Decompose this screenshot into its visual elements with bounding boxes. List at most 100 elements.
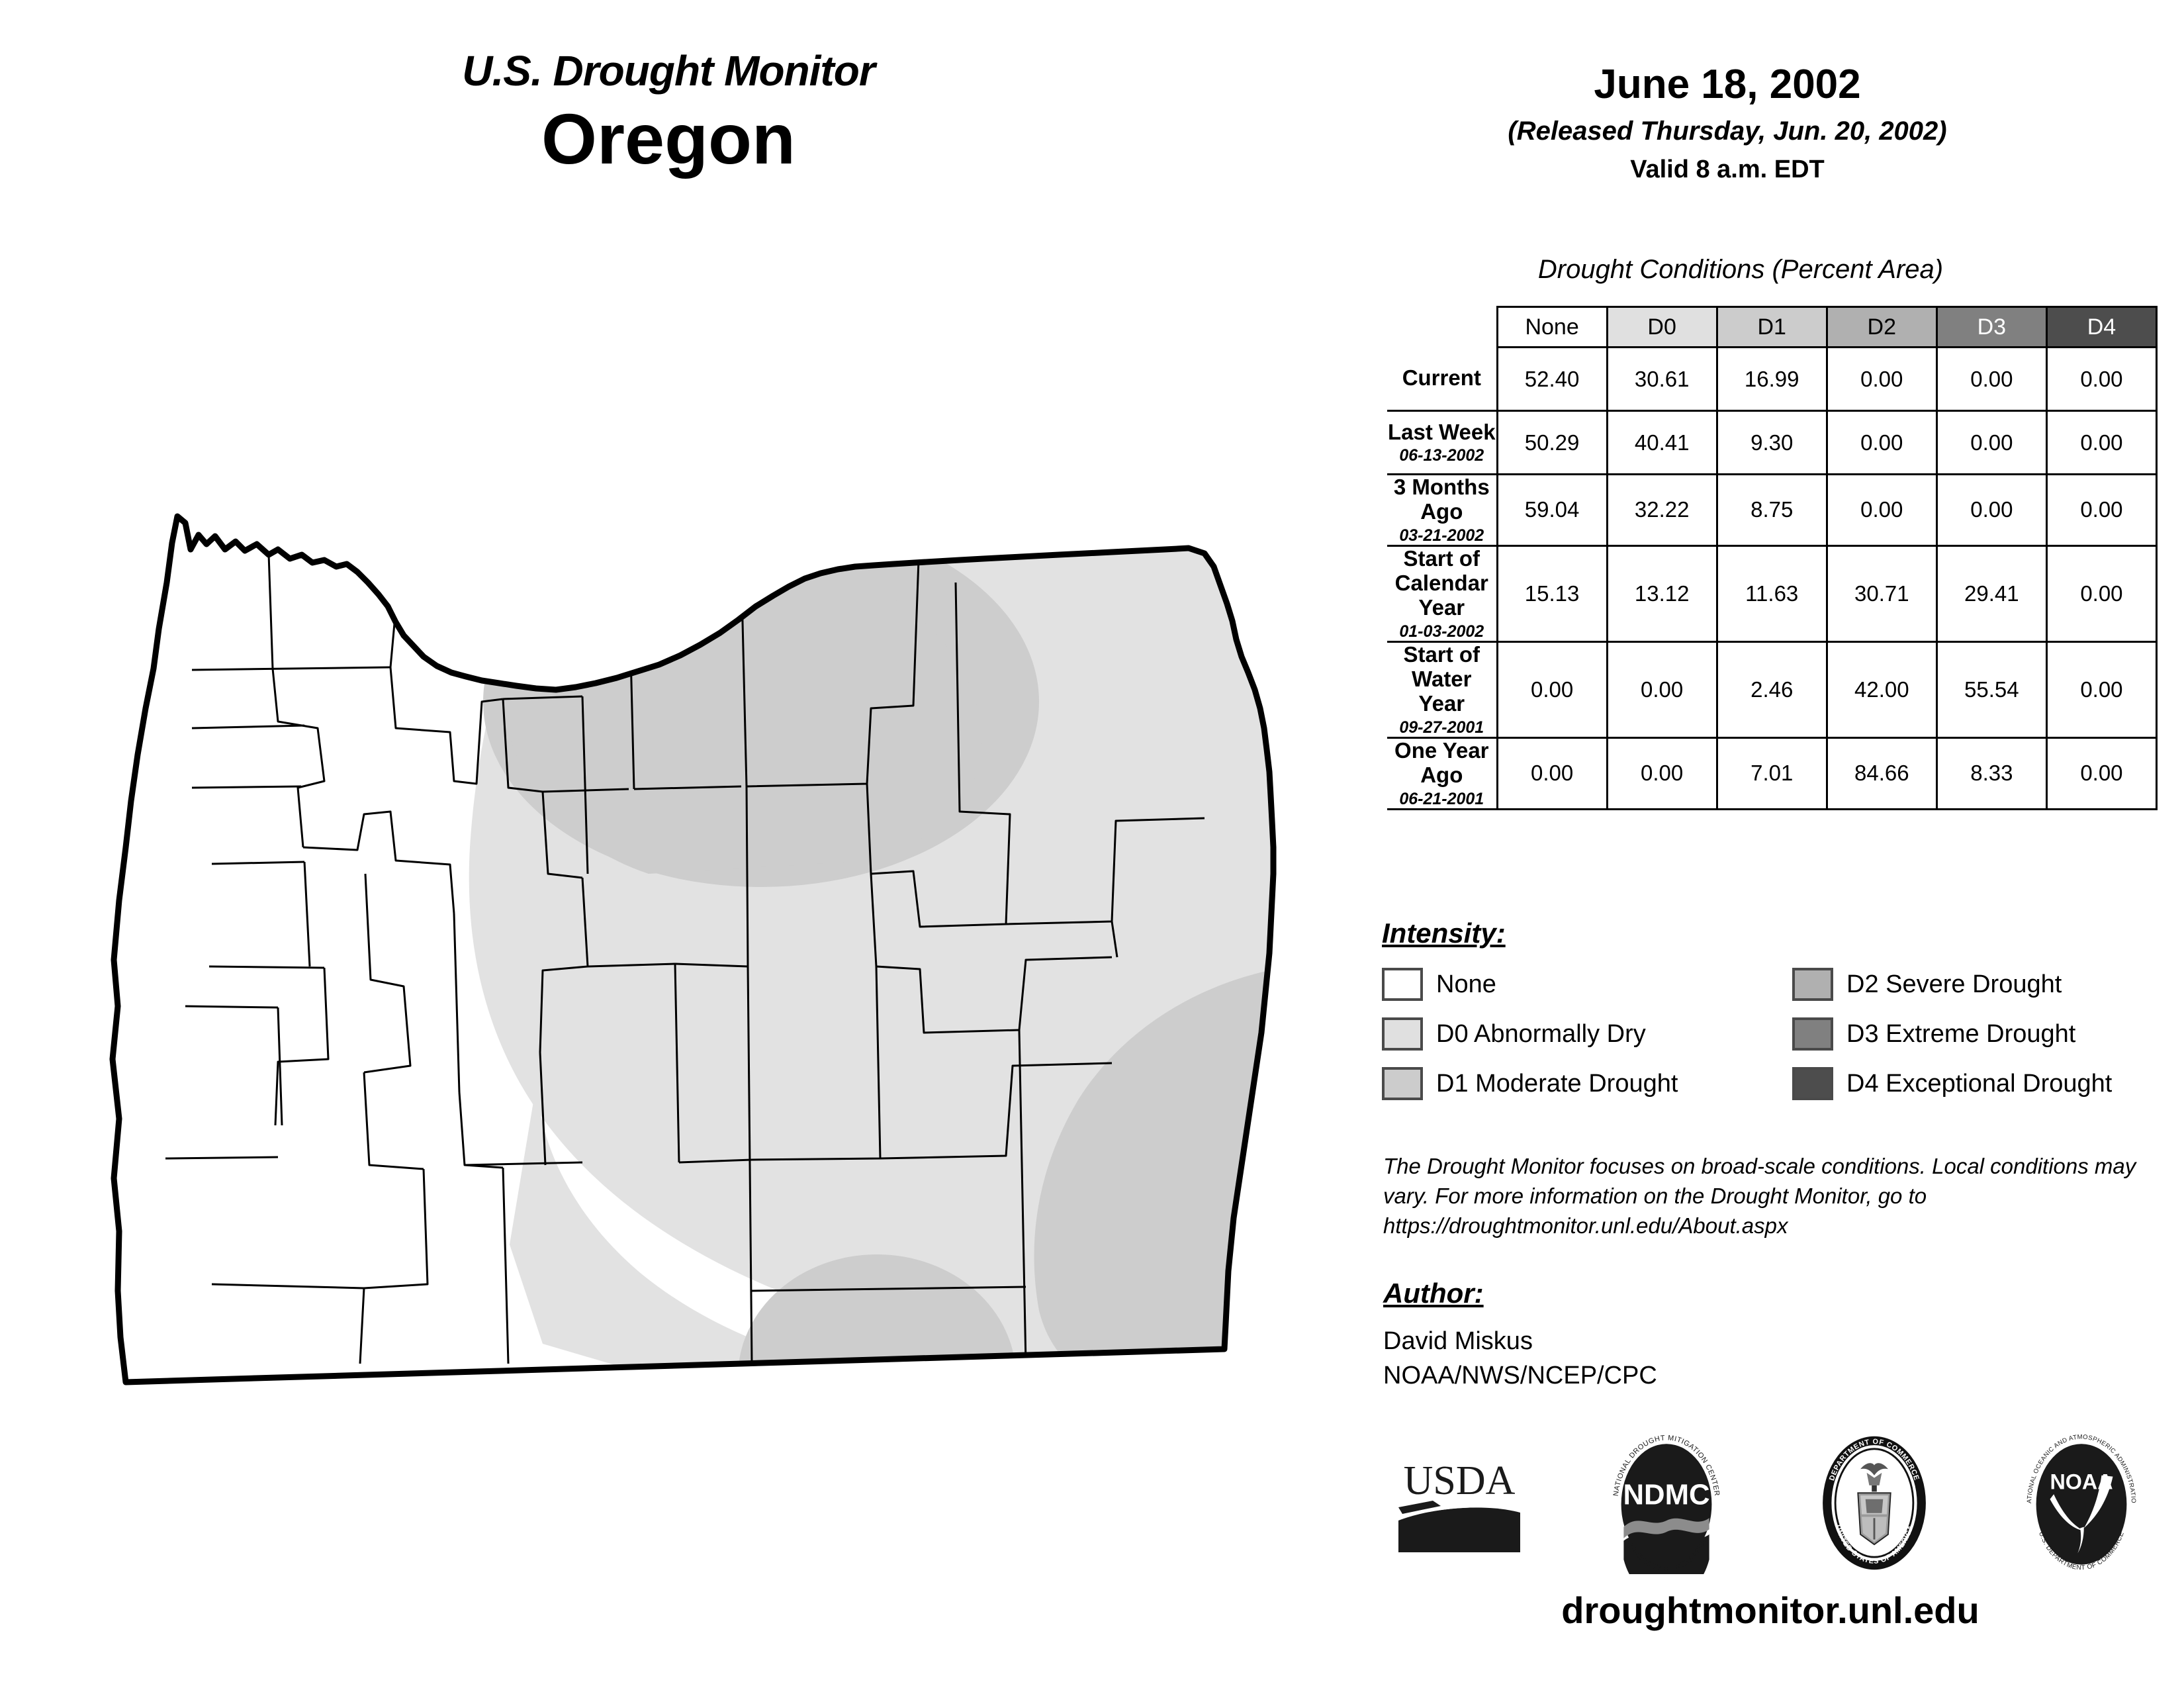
legend-label: D2 Severe Drought	[1846, 970, 2062, 998]
cell-none: 0.00	[1496, 736, 1608, 810]
legend-item-d2: D2 Severe Drought	[1792, 968, 2163, 1001]
cell-d2: 42.00	[1825, 640, 1938, 739]
cell-d0: 0.00	[1606, 640, 1718, 739]
row-label-text: 3 Months Ago	[1393, 475, 1490, 524]
cell-d0: 0.00	[1606, 736, 1718, 810]
col-header-none: None	[1496, 306, 1608, 348]
legend-label: D1 Moderate Drought	[1436, 1069, 1678, 1098]
cell-d3: 8.33	[1935, 736, 2048, 810]
legend-label: None	[1436, 970, 1496, 998]
cell-d3: 55.54	[1935, 640, 2048, 739]
row-label-date: 06-13-2002	[1399, 446, 1484, 465]
cell-d4: 0.00	[2045, 346, 2158, 412]
row-label-3-months-ago: 3 Months Ago 03-21-2002	[1387, 474, 1498, 547]
intensity-heading: Intensity:	[1382, 917, 1506, 949]
cell-none: 52.40	[1496, 346, 1608, 412]
legend-label: D3 Extreme Drought	[1846, 1019, 2076, 1048]
col-header-d1: D1	[1715, 306, 1828, 348]
row-label-date: 06-21-2001	[1399, 789, 1484, 808]
cell-d1: 11.63	[1715, 544, 1828, 643]
author-heading: Author:	[1383, 1278, 1484, 1309]
table-row: Start of Water Year 09-27-2001 0.00 0.00…	[1387, 640, 2158, 739]
row-label-text: Current	[1402, 365, 1481, 391]
cell-d0: 13.12	[1606, 544, 1718, 643]
state-name: Oregon	[541, 99, 796, 179]
map-title-block: U.S. Drought Monitor Oregon	[311, 50, 1026, 176]
swatch-d4-icon	[1792, 1067, 1833, 1100]
table-row: Current 52.40 30.61 16.99 0.00 0.00 0.00	[1387, 346, 2158, 412]
cell-d1: 9.30	[1715, 410, 1828, 475]
valid-time: Valid 8 a.m. EDT	[1630, 156, 1825, 184]
svg-text:NOAA: NOAA	[2050, 1470, 2113, 1493]
issue-date: June 18, 2002	[1594, 62, 1861, 107]
cell-d3: 0.00	[1935, 346, 2048, 412]
noaa-logo-icon: NOAA NATIONAL OCEANIC AND ATMOSPHERIC AD…	[2019, 1432, 2137, 1571]
row-label-last-week: Last Week 06-13-2002	[1387, 410, 1498, 475]
partner-logos: USDA NDMC NATIONAL DROUGHT MITIGATION CE…	[1377, 1423, 2164, 1582]
usda-logo: USDA	[1377, 1423, 1542, 1582]
cell-d1: 16.99	[1715, 346, 1828, 412]
cell-d3: 0.00	[1935, 473, 2048, 547]
d0-region-sw-lobe	[510, 1086, 827, 1377]
swatch-d1-icon	[1382, 1067, 1423, 1100]
row-label-text: Start of Water Year	[1403, 641, 1480, 716]
drought-map[interactable]	[79, 503, 1291, 1403]
table-row: Start of Calendar Year 01-03-2002 15.13 …	[1387, 544, 2158, 643]
swatch-d2-icon	[1792, 968, 1833, 1001]
disclaimer-text: The Drought Monitor focuses on broad-sca…	[1383, 1154, 2136, 1238]
row-label-date: 03-21-2002	[1399, 526, 1484, 545]
page-title: U.S. Drought Monitor	[462, 47, 875, 95]
row-label-start-of-water-year: Start of Water Year 09-27-2001	[1387, 641, 1498, 739]
author-affiliation: NOAA/NWS/NCEP/CPC	[1383, 1362, 1657, 1390]
legend-item-none: None	[1382, 968, 1792, 1001]
swatch-d3-icon	[1792, 1017, 1833, 1051]
cell-d4: 0.00	[2045, 410, 2158, 475]
row-label-date: 09-27-2001	[1399, 718, 1484, 737]
legend-label: D0 Abnormally Dry	[1436, 1019, 1646, 1048]
svg-text:USDA: USDA	[1404, 1458, 1516, 1503]
table-header-row: None D0 D1 D2 D3 D4	[1387, 306, 2158, 348]
legend-label: D4 Exceptional Drought	[1846, 1069, 2113, 1098]
cell-d2: 0.00	[1825, 346, 1938, 412]
cell-none: 50.29	[1496, 410, 1608, 475]
swatch-none-icon	[1382, 968, 1423, 1001]
cell-d2: 30.71	[1825, 544, 1938, 643]
cell-none: 15.13	[1496, 544, 1608, 643]
row-label-text: Last Week	[1387, 419, 1496, 444]
usda-logo-icon: USDA	[1398, 1458, 1521, 1552]
release-date: (Released Thursday, Jun. 20, 2002)	[1508, 117, 1947, 146]
row-label-one-year-ago: One Year Ago 06-21-2001	[1387, 737, 1498, 810]
cell-d2: 84.66	[1825, 736, 1938, 810]
row-label-start-of-calendar-year: Start of Calendar Year 01-03-2002	[1387, 545, 1498, 643]
corner-cell	[1387, 306, 1498, 348]
author-block: David Miskus NOAA/NWS/NCEP/CPC	[1383, 1324, 1657, 1393]
cell-d4: 0.00	[2045, 640, 2158, 739]
cell-d0: 32.22	[1606, 473, 1718, 547]
row-label-text: Start of Calendar Year	[1394, 545, 1488, 620]
table-row: One Year Ago 06-21-2001 0.00 0.00 7.01 8…	[1387, 736, 2158, 810]
doc-seal-icon: DEPARTMENT OF COMMERCE UNITED STATES OF …	[1822, 1436, 1926, 1570]
intensity-legend: None D2 Severe Drought D0 Abnormally Dry…	[1382, 968, 2163, 1100]
col-header-d3: D3	[1935, 306, 2048, 348]
cell-d3: 29.41	[1935, 544, 2048, 643]
cell-d1: 2.46	[1715, 640, 1828, 739]
footer-url[interactable]: droughtmonitor.unl.edu	[1561, 1589, 1979, 1631]
author-name: David Miskus	[1383, 1327, 1533, 1355]
drought-conditions-table: None D0 D1 D2 D3 D4 Current 52.40 30.61 …	[1387, 306, 2158, 810]
cell-d1: 8.75	[1715, 473, 1828, 547]
row-label-current: Current	[1387, 347, 1498, 412]
oregon-map-svg[interactable]	[79, 503, 1291, 1403]
legend-item-d1: D1 Moderate Drought	[1382, 1067, 1792, 1100]
cell-d3: 0.00	[1935, 410, 2048, 475]
cell-d1: 7.01	[1715, 736, 1828, 810]
drought-shading-layer	[113, 516, 1273, 1382]
col-header-d4: D4	[2045, 306, 2158, 348]
legend-item-d4: D4 Exceptional Drought	[1792, 1067, 2163, 1100]
cell-d0: 40.41	[1606, 410, 1718, 475]
col-header-d2: D2	[1825, 306, 1938, 348]
cell-d4: 0.00	[2045, 544, 2158, 643]
swatch-d0-icon	[1382, 1017, 1423, 1051]
table-row: 3 Months Ago 03-21-2002 59.04 32.22 8.75…	[1387, 473, 2158, 547]
col-header-d0: D0	[1606, 306, 1718, 348]
legend-item-d3: D3 Extreme Drought	[1792, 1017, 2163, 1051]
